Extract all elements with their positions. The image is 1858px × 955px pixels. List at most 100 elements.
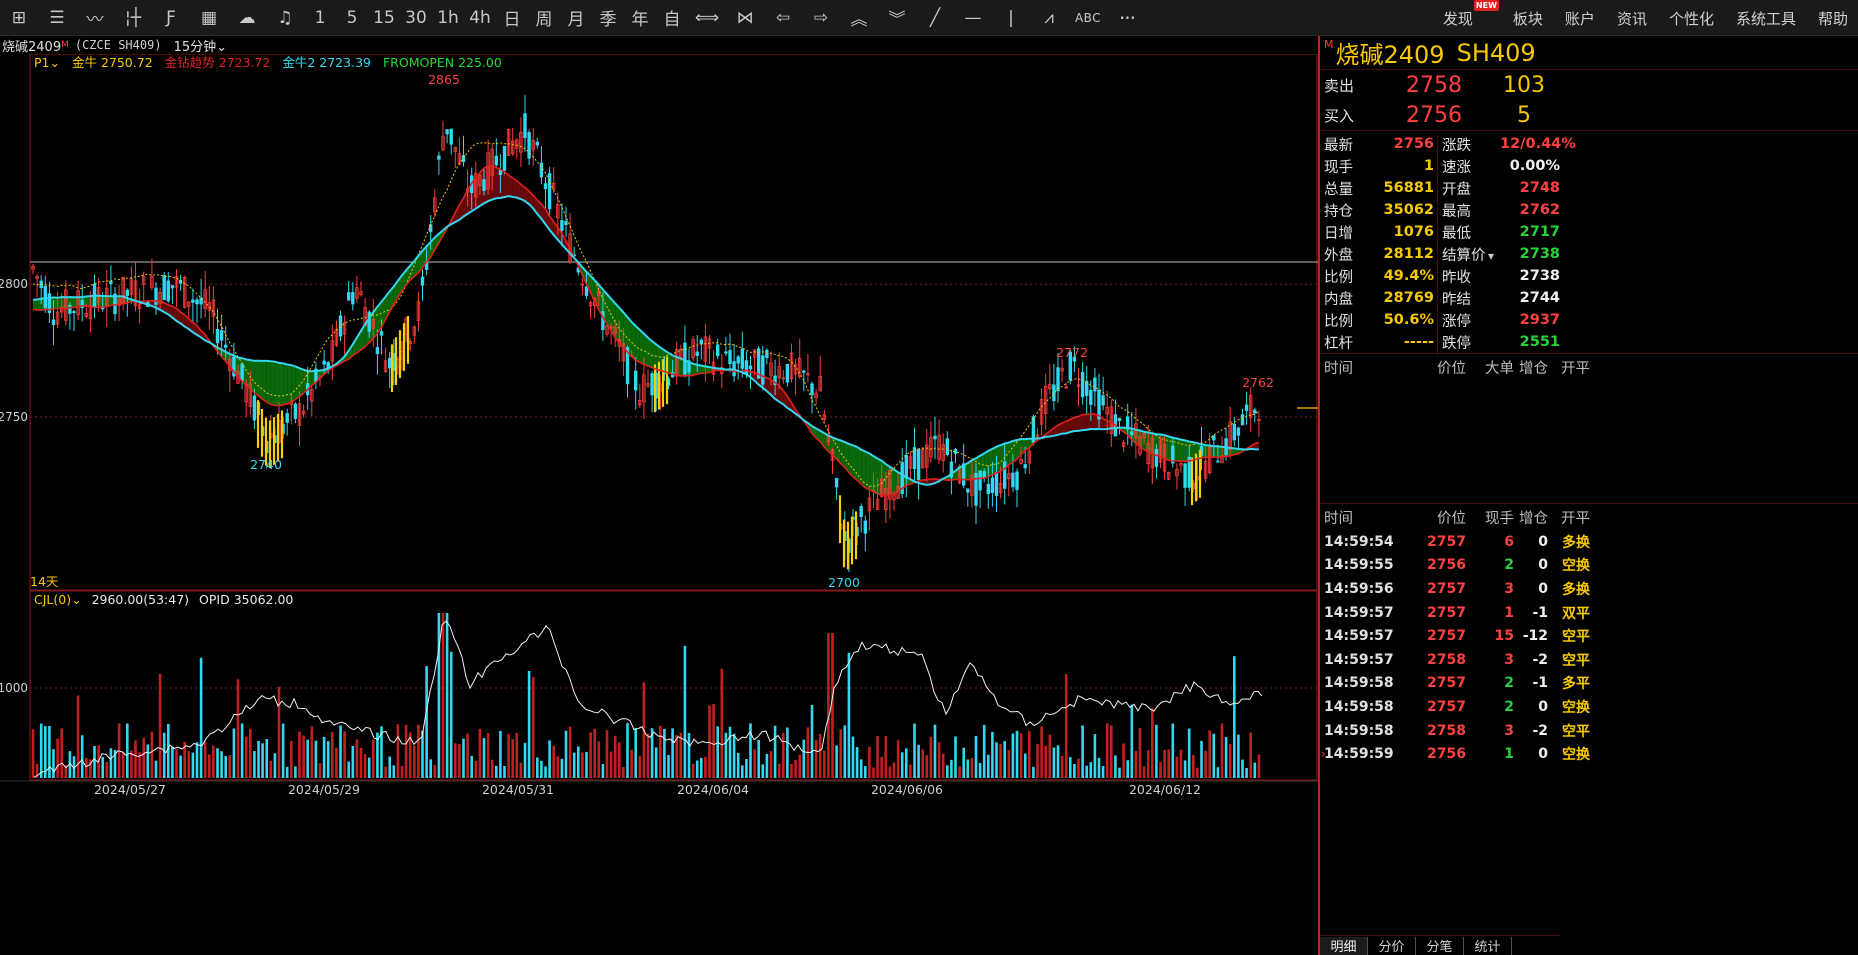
- trend-fill: [1185, 440, 1190, 462]
- period-select[interactable]: 15分钟⌄: [174, 36, 227, 55]
- volume-bar: [1138, 728, 1142, 778]
- more-icon[interactable]: ···: [1118, 5, 1136, 30]
- candle-body: [986, 483, 990, 495]
- menu-item-5[interactable]: 系统工具: [1736, 8, 1796, 29]
- line-chart-icon[interactable]: 〰: [86, 10, 104, 30]
- stat-label: 最低: [1442, 225, 1471, 242]
- volume-bar: [646, 733, 650, 778]
- candle-body: [1216, 460, 1220, 463]
- trend-fill: [418, 250, 423, 273]
- trend-fill: [1049, 427, 1054, 437]
- candle-body: [121, 276, 125, 304]
- tab-2[interactable]: 分笔: [1416, 936, 1464, 955]
- wave-icon[interactable]: ⩘: [1044, 7, 1054, 28]
- candle-body: [1220, 455, 1224, 464]
- tool-period-season[interactable]: 季: [599, 10, 617, 30]
- candle-body: [55, 311, 60, 325]
- trade-time: 14:59:58: [1324, 722, 1394, 739]
- candle-body: [248, 383, 252, 407]
- legend-value: 2723.72: [219, 55, 271, 70]
- candle-body: [1175, 469, 1179, 477]
- tool-period-month[interactable]: 月: [567, 10, 585, 30]
- menu-item-6[interactable]: 帮助: [1818, 8, 1848, 29]
- tab-1[interactable]: 分价: [1368, 936, 1416, 955]
- tool-period-week[interactable]: 周: [535, 10, 553, 30]
- arrow-left-icon[interactable]: ⇦: [775, 7, 791, 28]
- bell-icon[interactable]: ♫: [277, 7, 293, 28]
- tool-period-4h[interactable]: 4h: [469, 7, 491, 28]
- volume-bar: [429, 759, 432, 778]
- menu-item-4[interactable]: 个性化: [1669, 8, 1714, 29]
- trend-fill: [590, 275, 595, 302]
- volume-bar: [1228, 743, 1232, 778]
- candle-icon[interactable]: ¦┼: [125, 7, 141, 28]
- sell-quote[interactable]: 卖出 2758 103: [1320, 70, 1858, 100]
- vertical-line-icon[interactable]: |: [1008, 7, 1014, 28]
- volume-bar: [400, 765, 404, 778]
- tab-3[interactable]: 统计: [1464, 936, 1512, 955]
- grid-icon[interactable]: ⊞: [11, 7, 27, 28]
- volume-bar: [909, 764, 912, 778]
- column-header: 大单: [1485, 360, 1514, 377]
- menu-item-0[interactable]: 发现 NEW: [1443, 0, 1499, 29]
- trend-fill: [996, 445, 1001, 473]
- menu-item-2[interactable]: 账户: [1565, 8, 1595, 29]
- trade-oi-change: -2: [1532, 722, 1548, 739]
- trade-time: 14:59:56: [1324, 580, 1394, 597]
- tool-period-custom[interactable]: 自: [663, 10, 681, 30]
- flash-icon[interactable]: ☁: [238, 7, 256, 28]
- buy-quote[interactable]: 买入 2756 5: [1320, 100, 1858, 130]
- double-down-icon[interactable]: ︾: [888, 10, 906, 30]
- candle-body: [1085, 380, 1089, 396]
- tool-period-30[interactable]: 30: [405, 7, 427, 28]
- calendar-chart-icon[interactable]: ▦: [200, 7, 218, 28]
- big-orders-list: 时间 价位 大单 增仓 开平: [1320, 354, 1858, 504]
- horizontal-line-icon[interactable]: —: [964, 7, 982, 28]
- trend-fill: [840, 440, 845, 468]
- y-tick-label: 2750: [0, 410, 28, 424]
- volume-bar: [1089, 762, 1093, 778]
- volume-bar: [433, 764, 437, 778]
- volume-bar: [203, 741, 207, 778]
- volume-bar: [380, 726, 383, 778]
- volume-bar: [782, 732, 785, 778]
- tool-period-year[interactable]: 年: [631, 10, 649, 30]
- shrink-icon[interactable]: ⋈: [736, 7, 754, 28]
- arrow-right-icon[interactable]: ⇨: [813, 7, 829, 28]
- volume-bar: [249, 728, 252, 778]
- tool-period-5[interactable]: 5: [346, 7, 358, 28]
- draw-line-icon[interactable]: ╱: [929, 7, 941, 28]
- menu-item-1[interactable]: 板块: [1513, 8, 1543, 29]
- trend-fill: [496, 167, 501, 199]
- triangle-down-icon[interactable]: ▾: [1488, 248, 1495, 263]
- volume-bar: [392, 765, 396, 778]
- candle-body: [113, 293, 117, 315]
- candle-body: [1146, 443, 1150, 465]
- volume-bar: [679, 732, 683, 778]
- double-up-icon[interactable]: ︽: [850, 10, 868, 30]
- trade-price: 2757: [1427, 628, 1466, 645]
- volume-bar: [769, 751, 773, 778]
- volume-bar: [72, 756, 76, 778]
- tool-period-day[interactable]: 日: [503, 10, 521, 30]
- trade-volume: 15: [1494, 628, 1514, 645]
- tab-0[interactable]: 明细: [1320, 936, 1368, 955]
- list-icon[interactable]: ☰: [49, 7, 65, 28]
- tool-period-1[interactable]: 1: [314, 7, 326, 28]
- volume-bar: [597, 741, 601, 778]
- volume-bar: [1253, 762, 1257, 778]
- price-chart[interactable]: 2800 2750 1000 P1⌄ 金牛 2750.72 金钻趋势 2723.72 金牛…: [0, 54, 1318, 955]
- abc-icon[interactable]: ABC: [1074, 10, 1102, 25]
- volume-bar: [880, 756, 883, 778]
- fx-icon[interactable]: Ƒ: [166, 7, 176, 28]
- candle-body: [482, 179, 486, 191]
- candle-body: [141, 276, 146, 285]
- candle-body: [379, 331, 384, 336]
- volume-bar: [80, 735, 84, 778]
- menu-item-3[interactable]: 资讯: [1617, 8, 1647, 29]
- trade-row: 14:59:57 2757 1 -1 双平: [1320, 601, 1858, 625]
- expand-icon[interactable]: ⟺: [694, 7, 720, 28]
- volume-bar: [1110, 725, 1113, 778]
- tool-period-15[interactable]: 15: [373, 7, 395, 28]
- tool-period-1h[interactable]: 1h: [437, 7, 459, 28]
